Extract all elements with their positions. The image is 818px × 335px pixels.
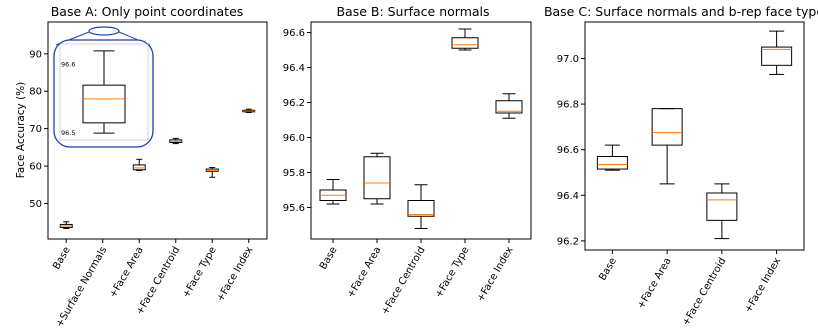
y-tick-label: 96.4	[557, 191, 579, 202]
box-2	[407, 184, 435, 229]
box-iqr	[363, 156, 391, 200]
panel-a-ylabel: Face Accuracy (%)	[15, 82, 27, 179]
panel-c-frame	[584, 21, 805, 251]
box-iqr	[451, 37, 479, 49]
panel-c: Base C: Surface normals and b-rep face t…	[544, 4, 818, 328]
x-tick-label: +Face Index	[475, 245, 515, 304]
panel-c-y-ticks: 96.2 96.4 96.6 96.8 97.0	[557, 54, 585, 247]
panel-a-frame	[47, 21, 268, 240]
box-3	[451, 28, 479, 51]
inset-y-ticks: 96.5 96.6	[61, 61, 75, 138]
x-tick-label: +Face Type	[181, 245, 219, 300]
x-tick-label: +Face Centroid	[681, 256, 729, 328]
inset-highlight-ellipse	[88, 26, 120, 36]
x-tick-label: Base	[51, 245, 73, 272]
y-tick-label: 50	[29, 199, 42, 210]
box-iqr	[82, 84, 126, 124]
panel-a-y-ticks: 50 60 70 80 90	[29, 49, 48, 210]
x-tick-label: +Face Centroid	[380, 245, 428, 317]
x-tick-label: +Face Index	[743, 256, 783, 315]
panel-a-x-ticks: Base+Surface Normals+Face Area+Face Cent…	[51, 239, 255, 329]
y-tick-label: 97.0	[557, 54, 579, 65]
box-0	[59, 221, 73, 230]
y-tick-label: 96.0	[283, 133, 305, 144]
box-0	[596, 144, 628, 171]
box-0	[319, 179, 347, 205]
y-tick-label: 95.8	[283, 168, 305, 179]
x-tick-label: +Face Area	[636, 256, 674, 311]
inset-border	[53, 39, 154, 148]
x-tick-label: +Face Index	[215, 245, 255, 304]
panel-b-y-ticks: 95.6 95.8 96.0 96.2 96.4 96.6	[283, 28, 311, 214]
box-1	[651, 108, 683, 185]
inset-axes	[59, 43, 149, 141]
panel-a: Base A: Only point coordinates Face Accu…	[15, 4, 268, 329]
inset-zoom: 96.5 96.6	[53, 26, 154, 148]
y-tick-label: 95.6	[283, 203, 305, 214]
y-tick-label: 96.2	[557, 236, 579, 247]
box-2	[706, 183, 738, 240]
y-tick-label: 80	[29, 87, 42, 98]
box-4	[205, 167, 219, 178]
box-iqr	[706, 192, 738, 221]
y-tick-label: 96.2	[283, 98, 305, 109]
box-iqr	[132, 164, 146, 171]
box-1	[363, 152, 391, 205]
box-iqr	[651, 108, 683, 146]
box-4	[495, 93, 523, 119]
x-tick-label: +Face Type	[434, 245, 472, 300]
box-iqr	[407, 200, 435, 217]
panel-b-frame	[310, 21, 532, 240]
panel-c-x-ticks: Base +Face Area +Face Centroid +Face Index	[597, 250, 783, 328]
box-5	[242, 108, 256, 114]
panel-c-title: Base C: Surface normals and b-rep face t…	[544, 4, 818, 19]
box-3	[169, 137, 183, 145]
box-iqr	[495, 100, 523, 114]
x-tick-label: +Face Area	[345, 245, 383, 300]
x-tick-label: Base	[597, 256, 619, 283]
inset-y-tick-label: 96.6	[61, 61, 75, 69]
x-tick-label: Base	[318, 245, 340, 272]
panel-a-boxes	[59, 108, 256, 230]
panel-b-title: Base B: Surface normals	[336, 4, 489, 19]
y-tick-label: 60	[29, 162, 42, 173]
inset-box	[82, 50, 126, 134]
y-tick-label: 96.4	[283, 63, 305, 74]
panel-b: Base B: Surface normals 95.6 95.8 96.0 96.2…	[283, 4, 532, 317]
y-tick-label: 96.6	[283, 28, 305, 39]
y-tick-label: 96.8	[557, 100, 579, 111]
box-3	[761, 30, 793, 75]
inset-y-tick-label: 96.5	[61, 129, 75, 137]
y-tick-label: 70	[29, 124, 42, 135]
y-tick-label: 90	[29, 49, 42, 60]
panel-b-boxes	[319, 28, 523, 229]
panel-a-title: Base A: Only point coordinates	[51, 4, 244, 19]
panel-c-boxes	[596, 30, 793, 240]
panel-b-x-ticks: Base +Face Area+Face Centroid +Face Type +F…	[318, 239, 516, 317]
box-iqr	[761, 46, 793, 66]
box-2	[132, 158, 146, 172]
x-tick-label: +Face Area	[108, 245, 146, 300]
y-tick-label: 96.6	[557, 145, 579, 156]
inset-box-glyph	[82, 50, 126, 134]
box-iqr	[596, 156, 628, 170]
